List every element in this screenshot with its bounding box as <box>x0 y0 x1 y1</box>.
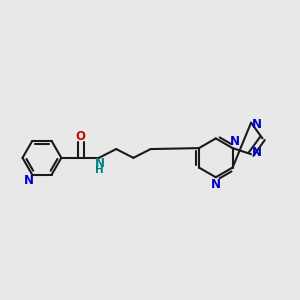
Text: N: N <box>94 157 105 170</box>
Text: N: N <box>252 118 262 131</box>
Text: N: N <box>230 135 240 148</box>
Text: N: N <box>252 146 262 159</box>
Text: N: N <box>24 174 34 188</box>
Text: H: H <box>95 165 104 176</box>
Text: O: O <box>76 130 86 143</box>
Text: N: N <box>211 178 221 190</box>
